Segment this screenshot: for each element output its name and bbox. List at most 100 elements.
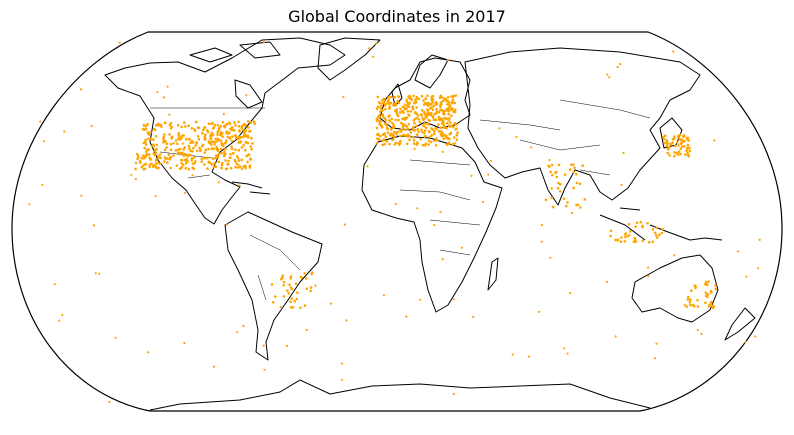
data-point [412,119,416,122]
data-point [291,306,295,309]
data-point [400,121,403,125]
data-point [450,101,454,105]
data-point [345,319,348,322]
data-point [705,283,709,287]
data-point [377,100,381,104]
data-point [180,162,183,165]
data-point [175,164,179,167]
data-point [187,168,191,171]
data-point [240,167,244,171]
data-point [163,156,167,159]
data-point [144,155,148,159]
data-point [233,129,236,132]
data-point [451,99,454,102]
data-point [172,154,175,157]
data-point [413,129,417,132]
data-point [234,124,237,127]
data-point [412,142,416,145]
data-point [415,124,418,128]
data-point [422,99,425,102]
data-point [395,108,399,111]
data-point [114,336,117,339]
data-point [118,41,121,44]
data-point [675,151,678,155]
data-point [246,120,250,123]
data-point [148,153,151,156]
data-point [147,148,150,151]
data-point [391,126,395,129]
data-point [676,141,679,144]
data-point [437,115,441,119]
data-point [544,198,548,202]
data-point [188,147,191,150]
data-point [163,121,167,125]
data-point [566,201,569,204]
data-point [289,300,292,304]
data-point [207,160,210,164]
data-point [558,190,562,193]
data-point [168,113,171,116]
data-point [407,96,410,99]
data-point [757,267,760,270]
data-point [252,120,256,123]
data-point [404,103,407,106]
data-point [296,291,299,294]
data-point [647,241,651,244]
data-point [156,154,160,158]
data-point [262,40,265,44]
data-point [414,111,417,114]
data-point [143,146,146,150]
data-point [397,95,400,98]
data-point [314,284,317,287]
data-point [418,120,422,124]
data-point [94,272,97,275]
data-point [393,143,397,146]
data-point [193,128,196,131]
data-point [450,114,453,118]
data-point [183,191,187,194]
data-point [439,126,443,129]
data-point [451,108,454,112]
data-point [98,272,101,275]
data-point [550,196,554,200]
data-point [433,130,436,133]
data-point [203,126,206,130]
data-point [299,306,302,310]
data-point [147,351,150,354]
data-point [90,124,93,128]
data-point [180,125,183,129]
data-point [157,166,160,170]
data-point [392,130,396,134]
data-point [392,103,395,107]
data-point [290,297,294,300]
data-point [423,122,427,125]
data-point [379,104,383,108]
data-point [639,220,643,224]
madagascar-outline [487,257,499,291]
data-point [154,148,157,152]
data-point [666,151,670,155]
data-point [235,155,239,158]
data-point [142,157,146,160]
data-point [498,127,501,130]
data-point [409,110,413,113]
data-point [221,135,224,138]
data-point [439,132,443,136]
data-point [572,186,575,190]
data-point [234,165,237,169]
data-point [108,401,111,404]
data-point [416,114,420,117]
data-point [401,125,405,129]
data-point [448,101,451,104]
data-point [170,125,173,129]
data-point [575,181,579,185]
data-point [241,124,244,128]
data-point [566,352,569,355]
data-point [203,156,206,160]
data-point [709,289,713,293]
data-point [688,149,692,153]
data-point [684,153,687,156]
data-point [246,160,249,164]
data-point [382,138,386,141]
data-point [220,163,224,167]
